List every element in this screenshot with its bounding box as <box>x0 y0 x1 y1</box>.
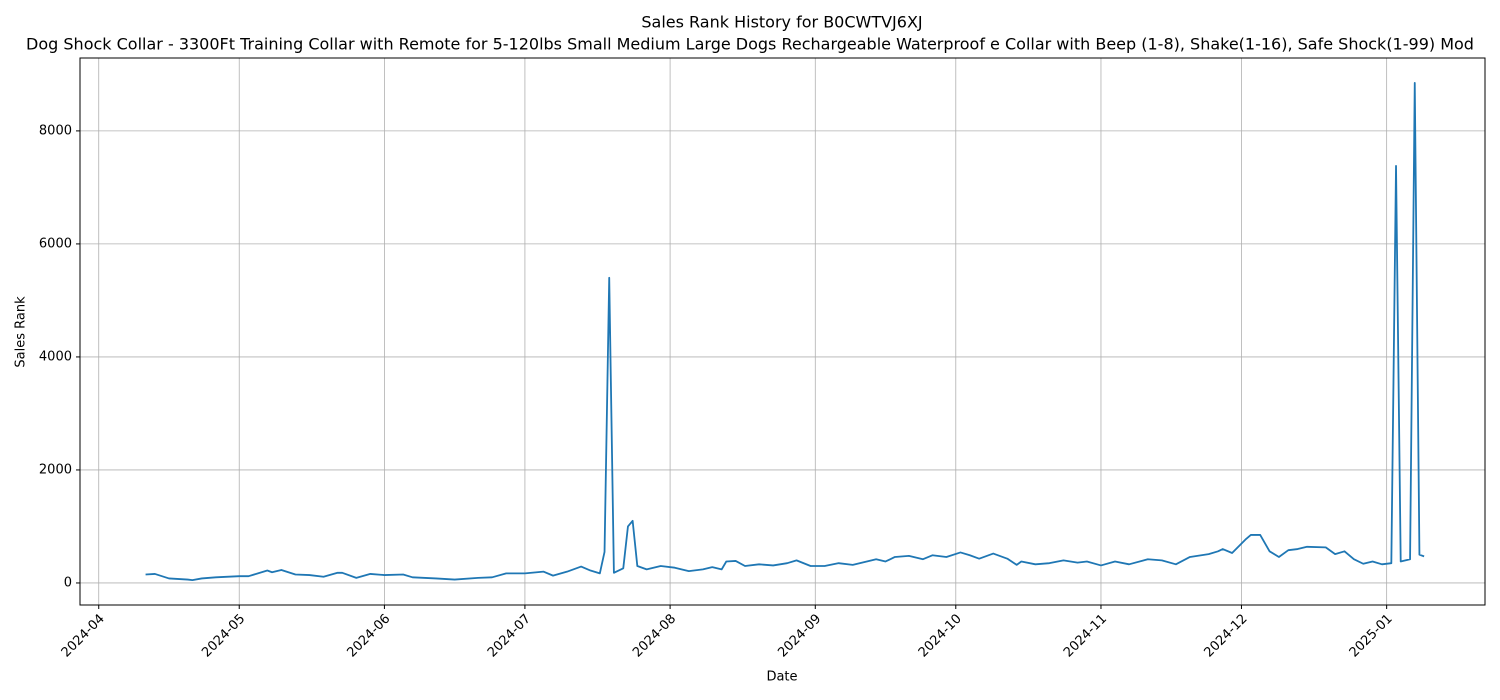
y-tick-label: 8000 <box>39 123 72 138</box>
x-tick-label: 2024-06 <box>344 611 393 660</box>
x-tick-label: 2024-07 <box>485 611 534 660</box>
x-tick-label: 2024-10 <box>916 611 965 660</box>
y-tick-label: 4000 <box>39 349 72 364</box>
plot-frame <box>79 57 1486 606</box>
chart-title: Sales Rank History for B0CWTVJ6XJ <box>641 13 922 32</box>
y-tick-label: 0 <box>64 575 72 590</box>
y-axis-label: Sales Rank <box>14 296 29 368</box>
chart-subtitle: Dog Shock Collar - 3300Ft Training Colla… <box>26 35 1474 54</box>
x-axis-label: Date <box>766 670 797 685</box>
x-tick-label: 2024-08 <box>630 611 679 660</box>
x-tick-label: 2024-04 <box>59 611 108 660</box>
x-tick-label: 2025-01 <box>1347 611 1396 660</box>
line-series <box>145 81 1425 582</box>
x-tick-label: 2024-11 <box>1061 611 1110 660</box>
y-tick-label: 2000 <box>39 462 72 477</box>
x-tick-label: 2024-09 <box>775 611 824 660</box>
x-tick-label: 2024-12 <box>1201 611 1250 660</box>
y-tick-label: 6000 <box>39 236 72 251</box>
x-tick-label: 2024-05 <box>199 611 248 660</box>
